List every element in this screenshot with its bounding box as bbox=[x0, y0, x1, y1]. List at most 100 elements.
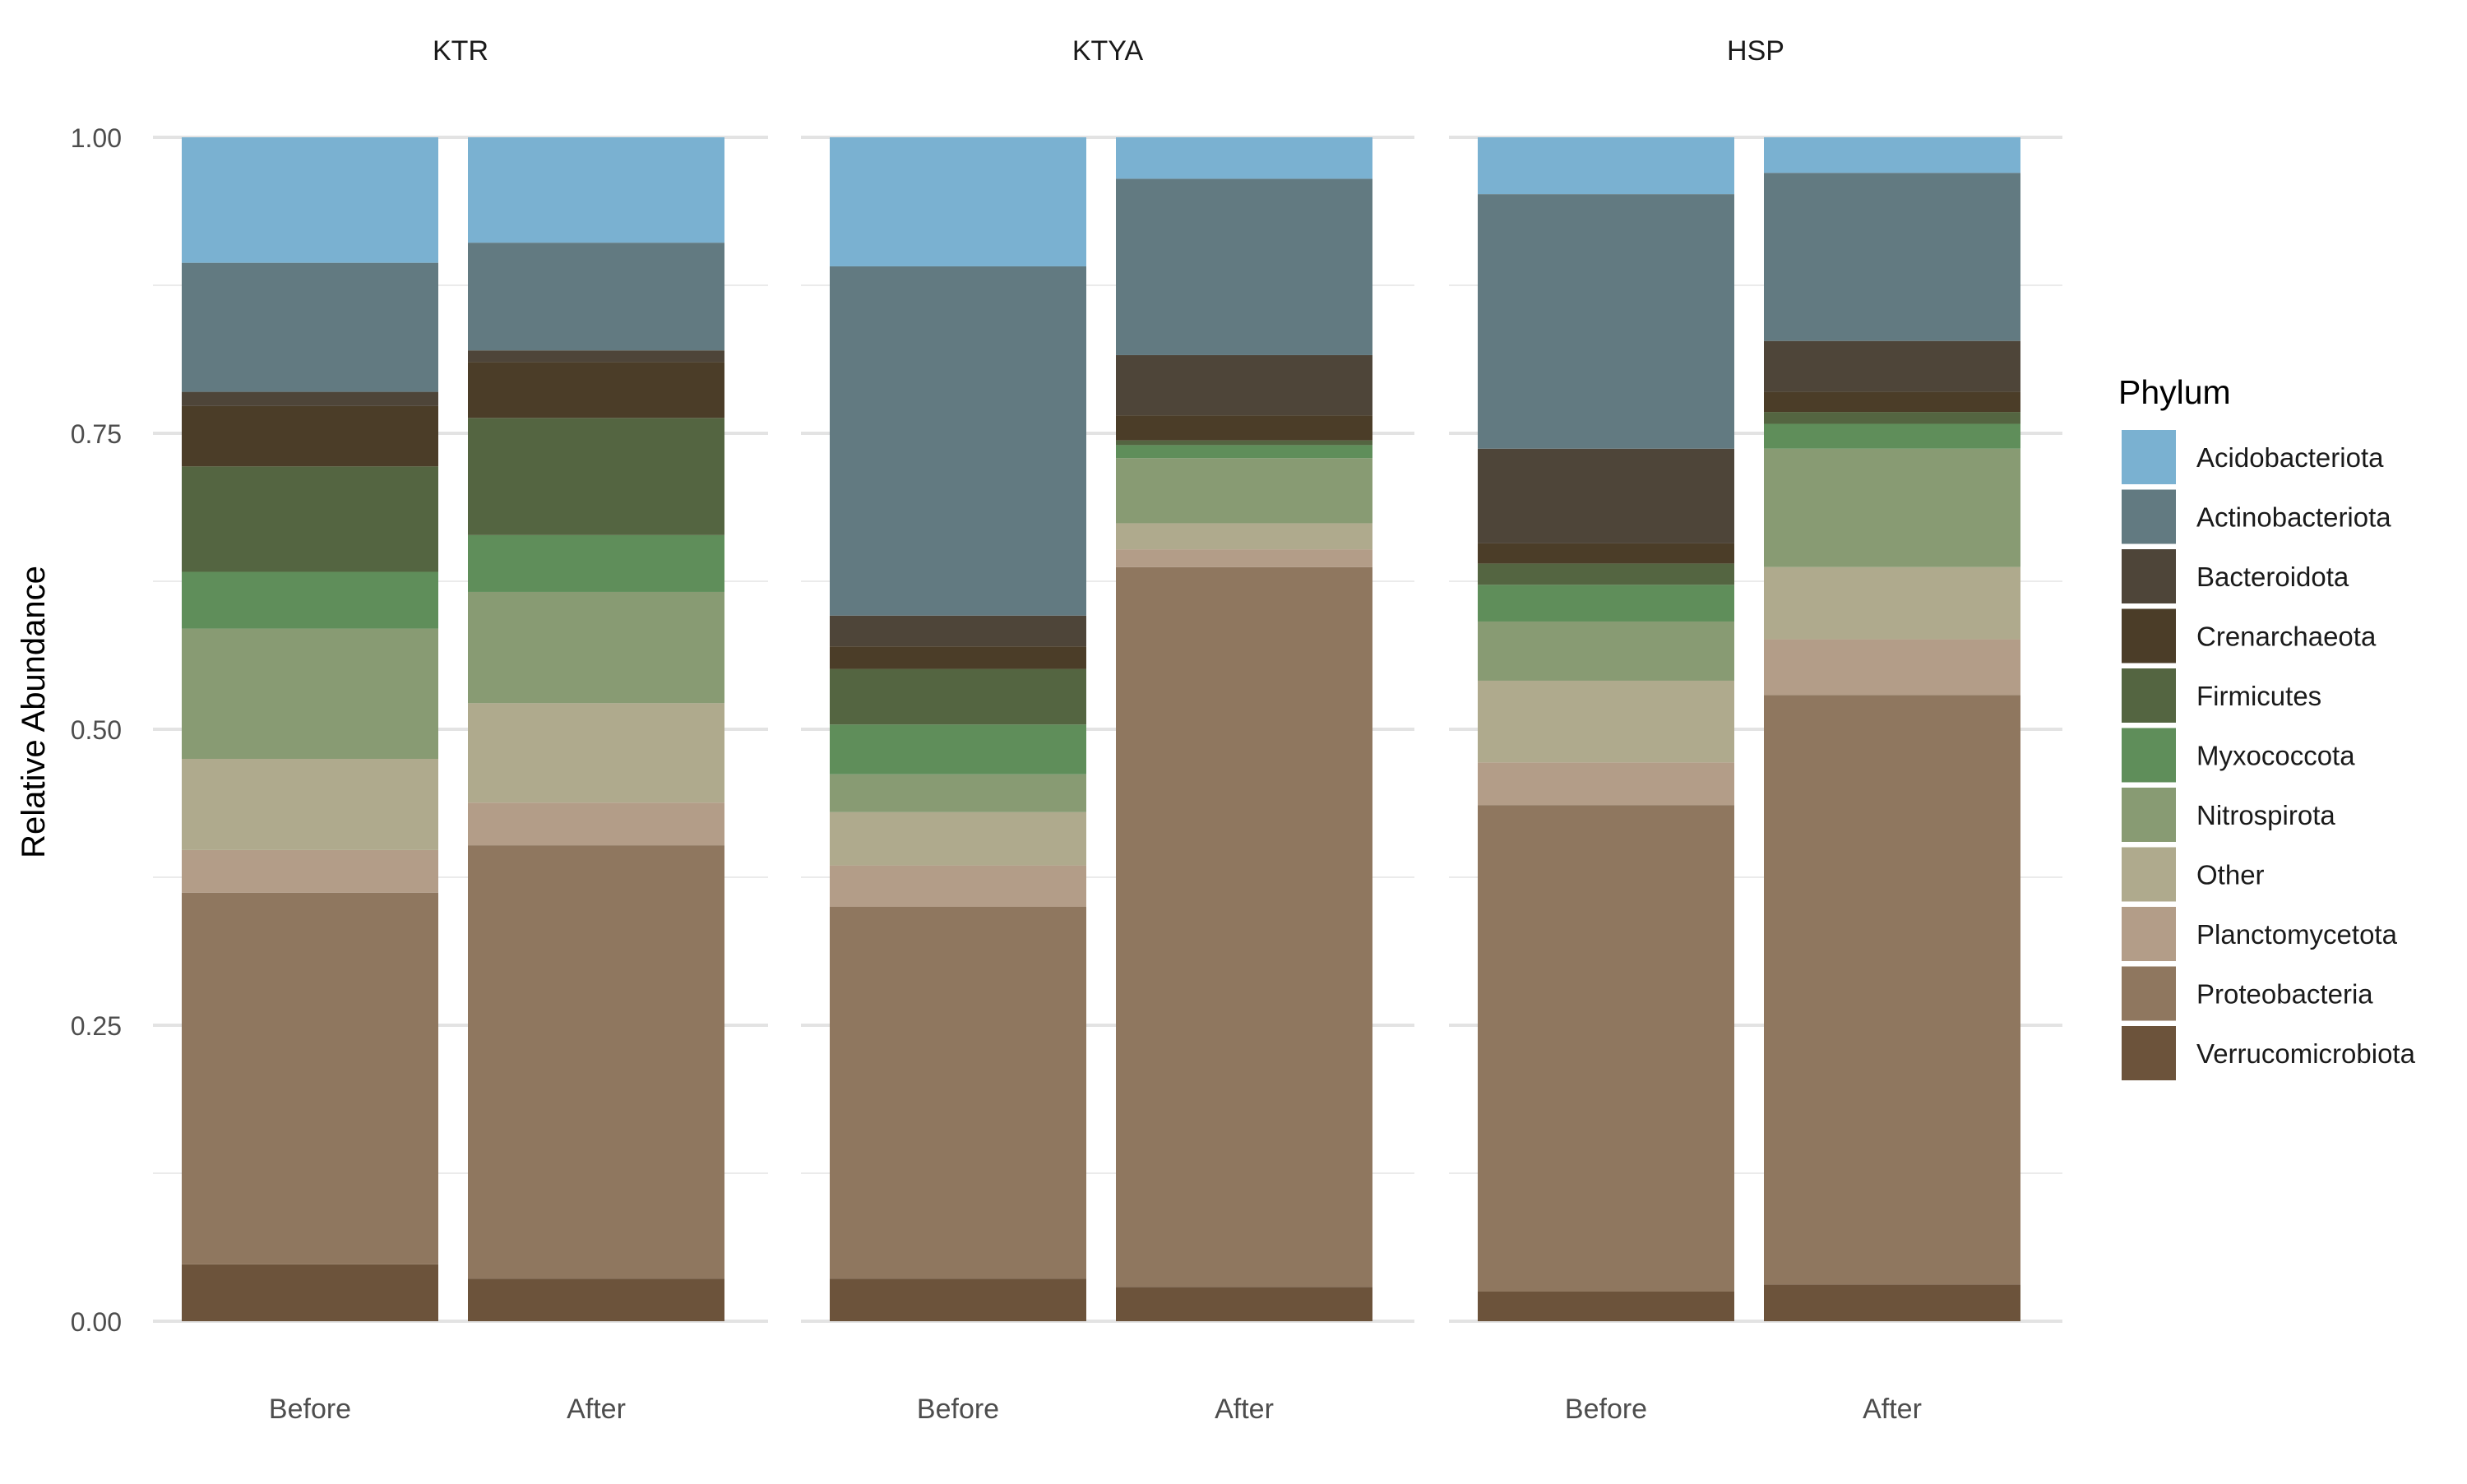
x-tick-label-hsp-after: After bbox=[1863, 1394, 1922, 1425]
legend-label-acidobacteriota: Acidobacteriota bbox=[2196, 442, 2384, 473]
bar-segment-ktya-after-actinobacteriota bbox=[1116, 178, 1372, 355]
bar-segment-ktya-before-bacteroidota bbox=[830, 615, 1086, 647]
bar-segment-ktya-before-proteobacteria bbox=[830, 907, 1086, 1279]
bar-segment-ktya-before-crenarchaeota bbox=[830, 646, 1086, 669]
panel-strip-layer: KTR KTYA HSP bbox=[433, 35, 1784, 67]
y-tick-label: 0.25 bbox=[71, 1011, 122, 1041]
bar-segment-ktr-after-planctomycetota bbox=[468, 802, 724, 846]
legend-label-verrucomicrobiota: Verrucomicrobiota bbox=[2196, 1038, 2416, 1069]
legend-items: Acidobacteriota Actinobacteriota Bacteroid… bbox=[2122, 430, 2416, 1080]
y-tick-label: 0.75 bbox=[71, 419, 122, 449]
bar-segment-ktr-after-proteobacteria bbox=[468, 845, 724, 1279]
bar-segment-hsp-before-proteobacteria bbox=[1478, 805, 1734, 1292]
bar-segment-ktya-before-planctomycetota bbox=[830, 865, 1086, 907]
bar-segment-ktr-before-verrucomicrobiota bbox=[182, 1264, 438, 1321]
bar-segment-hsp-after-acidobacteriota bbox=[1764, 137, 2020, 173]
bar-segment-ktr-after-acidobacteriota bbox=[468, 137, 724, 243]
bar-segment-hsp-after-nitrospirota bbox=[1764, 448, 2020, 567]
bar-segment-ktya-after-crenarchaeota bbox=[1116, 415, 1372, 441]
bar-segment-ktya-after-myxococcota bbox=[1116, 445, 1372, 459]
legend-label-actinobacteriota: Actinobacteriota bbox=[2196, 502, 2391, 533]
bar-segment-hsp-after-planctomycetota bbox=[1764, 639, 2020, 696]
bar-segment-hsp-after-crenarchaeota bbox=[1764, 391, 2020, 413]
bar-segment-hsp-after-bacteroidota bbox=[1764, 340, 2020, 392]
bar-segment-ktr-after-crenarchaeota bbox=[468, 362, 724, 418]
legend-key-myxococcota bbox=[2122, 728, 2176, 783]
x-tick-label-ktya-after: After bbox=[1215, 1394, 1274, 1425]
x-tick-label-ktya-before: Before bbox=[917, 1394, 999, 1425]
bar-segment-hsp-after-firmicutes bbox=[1764, 412, 2020, 424]
bar-segment-hsp-before-verrucomicrobiota bbox=[1478, 1292, 1734, 1321]
axis-layer: Before After Before After Before After 0.00 0.2… bbox=[71, 123, 1922, 1425]
bar-segment-hsp-before-firmicutes bbox=[1478, 563, 1734, 585]
bar-segment-hsp-after-other bbox=[1764, 566, 2020, 640]
bar-segment-hsp-after-myxococcota bbox=[1764, 423, 2020, 449]
bar-segment-ktr-after-myxococcota bbox=[468, 534, 724, 592]
legend-label-nitrospirota: Nitrospirota bbox=[2196, 800, 2335, 830]
bar-segment-hsp-before-bacteroidota bbox=[1478, 448, 1734, 543]
panel-title-hsp: HSP bbox=[1727, 35, 1784, 67]
x-tick-label-hsp-before: Before bbox=[1565, 1394, 1647, 1425]
bar-segment-hsp-before-actinobacteriota bbox=[1478, 194, 1734, 449]
bar-segment-ktr-after-nitrospirota bbox=[468, 591, 724, 704]
bar-segment-ktr-after-actinobacteriota bbox=[468, 243, 724, 351]
legend-key-bacteroidota bbox=[2122, 549, 2176, 603]
bar-segment-ktya-after-planctomycetota bbox=[1116, 549, 1372, 567]
y-axis-title: Relative Abundance bbox=[16, 566, 52, 858]
bar-layer bbox=[182, 137, 2020, 1321]
legend-title: Phylum bbox=[2118, 373, 2231, 411]
bar-segment-hsp-before-crenarchaeota bbox=[1478, 543, 1734, 564]
legend-label-proteobacteria: Proteobacteria bbox=[2196, 979, 2373, 1010]
bar-segment-ktr-before-crenarchaeota bbox=[182, 405, 438, 467]
bar-segment-ktya-after-nitrospirota bbox=[1116, 458, 1372, 524]
legend-key-firmicutes bbox=[2122, 668, 2176, 723]
bar-segment-ktr-before-myxococcota bbox=[182, 571, 438, 629]
x-tick-label-ktr-before: Before bbox=[269, 1394, 351, 1425]
legend-label-firmicutes: Firmicutes bbox=[2196, 681, 2321, 711]
bar-segment-ktya-after-acidobacteriota bbox=[1116, 137, 1372, 179]
bar-segment-ktr-after-verrucomicrobiota bbox=[468, 1278, 724, 1321]
bar-segment-ktya-before-actinobacteriota bbox=[830, 266, 1086, 616]
legend-key-planctomycetota bbox=[2122, 907, 2176, 961]
bar-segment-ktya-after-firmicutes bbox=[1116, 440, 1372, 446]
legend-key-acidobacteriota bbox=[2122, 430, 2176, 484]
bar-segment-ktya-after-proteobacteria bbox=[1116, 566, 1372, 1288]
bar-segment-ktr-before-actinobacteriota bbox=[182, 262, 438, 392]
panel-title-ktr: KTR bbox=[433, 35, 488, 67]
bar-segment-ktya-before-verrucomicrobiota bbox=[830, 1278, 1086, 1321]
legend-key-other bbox=[2122, 847, 2176, 902]
bar-segment-hsp-before-myxococcota bbox=[1478, 585, 1734, 622]
bar-segment-ktr-before-planctomycetota bbox=[182, 849, 438, 893]
bar-segment-ktr-after-bacteroidota bbox=[468, 350, 724, 363]
bar-segment-ktya-before-firmicutes bbox=[830, 668, 1086, 725]
legend: Phylum Acidobacteriota Actinobacteriota Ba… bbox=[2118, 373, 2416, 1080]
y-tick-label: 1.00 bbox=[71, 123, 122, 153]
bar-segment-ktr-before-bacteroidota bbox=[182, 391, 438, 406]
legend-label-other: Other bbox=[2196, 860, 2265, 890]
bar-segment-hsp-before-other bbox=[1478, 680, 1734, 763]
legend-key-crenarchaeota bbox=[2122, 608, 2176, 663]
bar-segment-ktr-before-nitrospirota bbox=[182, 628, 438, 759]
bar-segment-hsp-after-actinobacteriota bbox=[1764, 173, 2020, 341]
y-tick-label: 0.00 bbox=[71, 1307, 122, 1337]
bar-segment-hsp-before-nitrospirota bbox=[1478, 621, 1734, 681]
bar-segment-ktr-before-acidobacteriota bbox=[182, 137, 438, 263]
legend-key-verrucomicrobiota bbox=[2122, 1026, 2176, 1080]
bar-segment-ktr-before-proteobacteria bbox=[182, 892, 438, 1264]
bar-segment-hsp-before-acidobacteriota bbox=[1478, 137, 1734, 195]
y-tick-label: 0.50 bbox=[71, 715, 122, 745]
bar-segment-ktya-before-other bbox=[830, 811, 1086, 866]
x-tick-label-ktr-after: After bbox=[567, 1394, 626, 1425]
bar-segment-hsp-after-verrucomicrobiota bbox=[1764, 1284, 2020, 1321]
bar-segment-ktya-after-verrucomicrobiota bbox=[1116, 1287, 1372, 1321]
bar-segment-ktya-after-bacteroidota bbox=[1116, 354, 1372, 416]
bar-segment-hsp-before-planctomycetota bbox=[1478, 762, 1734, 806]
legend-label-crenarchaeota: Crenarchaeota bbox=[2196, 622, 2377, 652]
bar-segment-ktr-before-firmicutes bbox=[182, 466, 438, 572]
bar-segment-ktr-before-other bbox=[182, 759, 438, 850]
bar-segment-ktya-before-nitrospirota bbox=[830, 774, 1086, 812]
bar-segment-ktya-after-other bbox=[1116, 523, 1372, 550]
bar-segment-ktya-before-acidobacteriota bbox=[830, 137, 1086, 266]
legend-label-bacteroidota: Bacteroidota bbox=[2196, 562, 2349, 592]
